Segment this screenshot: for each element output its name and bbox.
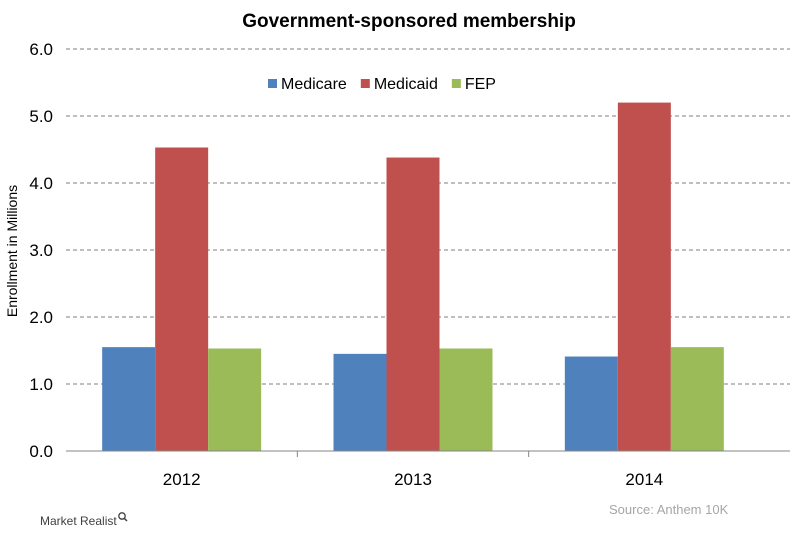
y-tick-label: 2.0 — [29, 308, 53, 327]
legend-swatch-fep — [451, 79, 461, 88]
chart-title: Government-sponsored membership — [242, 11, 576, 32]
legend: Medicare Medicaid FEP — [268, 76, 496, 93]
x-tick-label: 2014 — [625, 470, 663, 489]
source-note: Source: Anthem 10K — [609, 502, 729, 517]
y-tick-label: 1.0 — [29, 375, 53, 394]
bar-medicaid-2012 — [155, 147, 209, 452]
bars — [102, 102, 724, 452]
legend-label-medicare: Medicare — [281, 76, 347, 93]
x-tick-labels: 2012 2013 2014 — [163, 470, 663, 489]
y-tick-labels: 0.0 1.0 2.0 3.0 4.0 5.0 6.0 — [29, 40, 53, 461]
brand-logo: Market Realist — [40, 512, 128, 528]
bar-fep-2014 — [670, 347, 724, 451]
x-tick-label: 2012 — [163, 470, 201, 489]
bar-medicare-2014 — [564, 356, 618, 451]
legend-label-fep: FEP — [465, 76, 496, 93]
bar-fep-2012 — [208, 348, 262, 451]
magnifier-icon — [118, 512, 128, 522]
x-axis — [66, 450, 790, 457]
y-tick-label: 5.0 — [29, 107, 53, 126]
bar-fep-2013 — [439, 348, 493, 451]
y-tick-label: 0.0 — [29, 442, 53, 461]
y-tick-label: 3.0 — [29, 241, 53, 260]
legend-swatch-medicaid — [360, 79, 370, 88]
y-tick-label: 4.0 — [29, 174, 53, 193]
y-tick-label: 6.0 — [29, 40, 53, 59]
brand-name: Market Realist — [40, 514, 117, 528]
y-axis-label: Enrollment in Millions — [4, 185, 20, 317]
legend-label-medicaid: Medicaid — [374, 76, 438, 93]
bar-medicaid-2013 — [386, 157, 440, 452]
bar-medicare-2013 — [333, 353, 387, 451]
bar-medicaid-2014 — [617, 102, 671, 451]
legend-swatch-medicare — [268, 79, 277, 88]
x-tick-label: 2013 — [394, 470, 432, 489]
bar-medicare-2012 — [102, 347, 156, 451]
